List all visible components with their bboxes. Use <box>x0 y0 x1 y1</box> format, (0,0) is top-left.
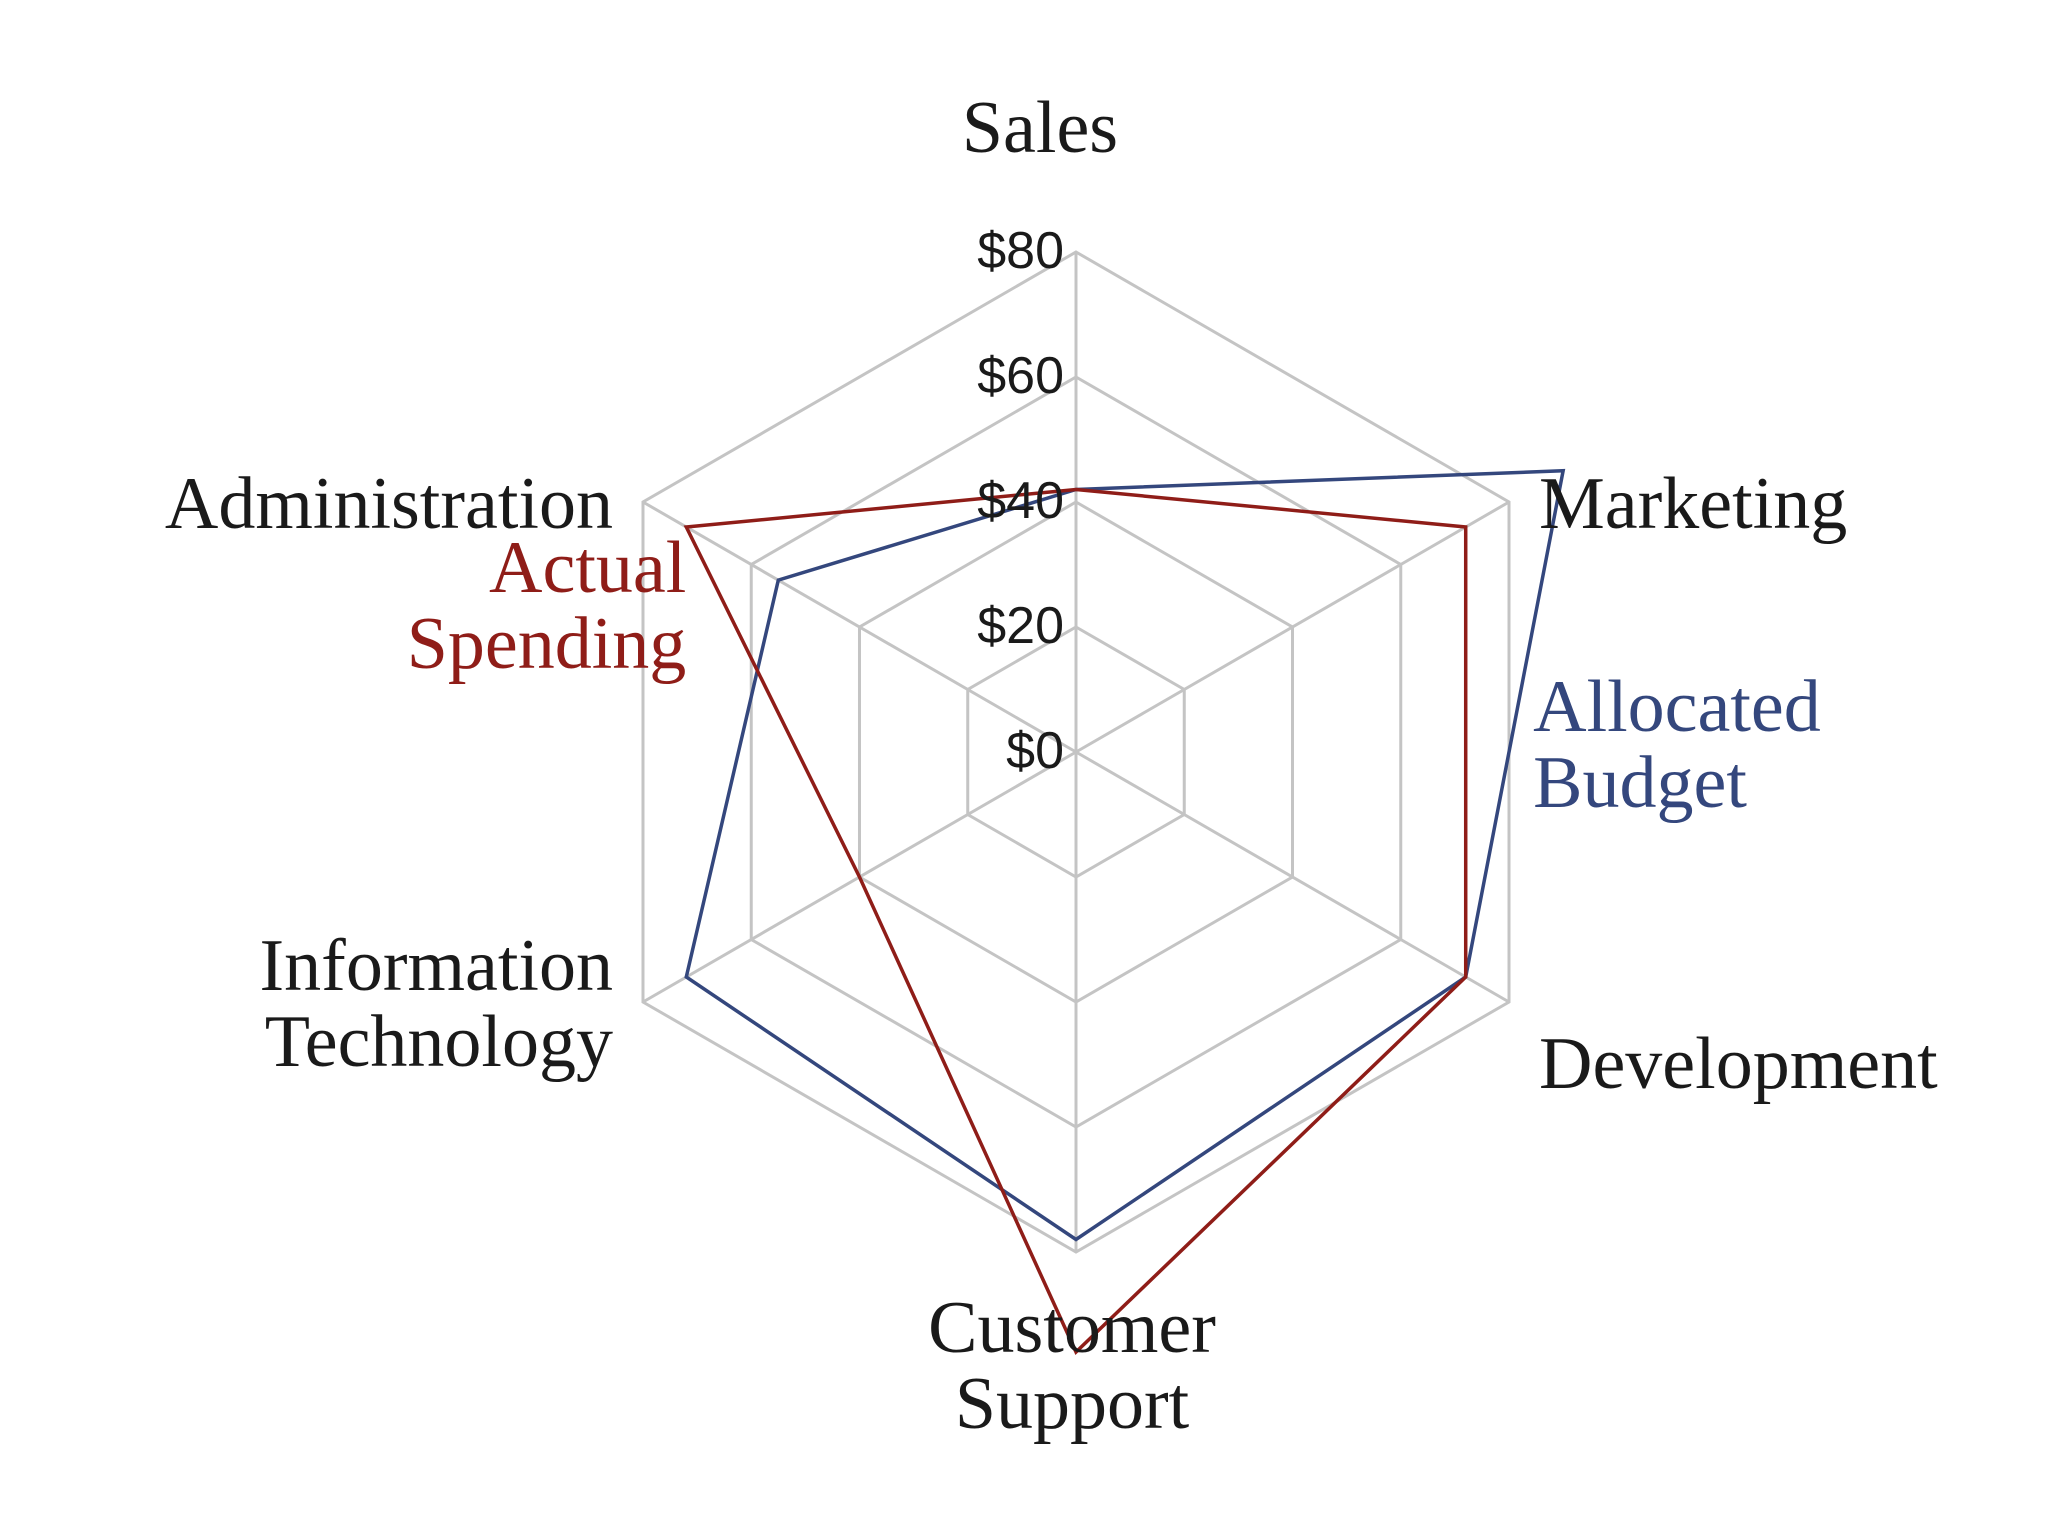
tick-labels: $0 $20 $40 $60 $80 <box>977 222 1064 780</box>
axis-labels: Sales Marketing Development Customer Support… <box>165 87 1938 1445</box>
series-line-allocated-budget <box>684 468 1566 1242</box>
axis-label-development: Development <box>1539 1023 1938 1105</box>
grid-spoke-marketing <box>1075 500 1510 754</box>
axis-label-information-technology: Information Technology <box>260 925 613 1083</box>
axis-label-marketing: Marketing <box>1539 463 1847 545</box>
series-labels: Allocated Budget Actual Spending <box>407 527 1821 824</box>
tick-label: $0 <box>1006 722 1064 780</box>
grid-spoke-development <box>1075 750 1510 1004</box>
series-label-allocated-budget: Allocated Budget <box>1533 666 1821 824</box>
series-layer <box>683 468 1566 1355</box>
tick-label: $40 <box>977 472 1064 530</box>
series-label-actual-spending: Actual Spending <box>407 527 687 685</box>
axis-label-customer-support: Customer Support <box>928 1287 1216 1445</box>
grid-layer <box>641 250 1511 1254</box>
tick-label: $80 <box>977 222 1064 280</box>
tick-label: $20 <box>977 597 1064 655</box>
series-line-actual-spending <box>683 487 1468 1355</box>
grid-spoke-administration <box>642 500 1077 754</box>
axis-label-administration: Administration <box>165 463 613 545</box>
tick-label: $60 <box>977 347 1064 405</box>
axis-label-sales: Sales <box>962 87 1118 169</box>
